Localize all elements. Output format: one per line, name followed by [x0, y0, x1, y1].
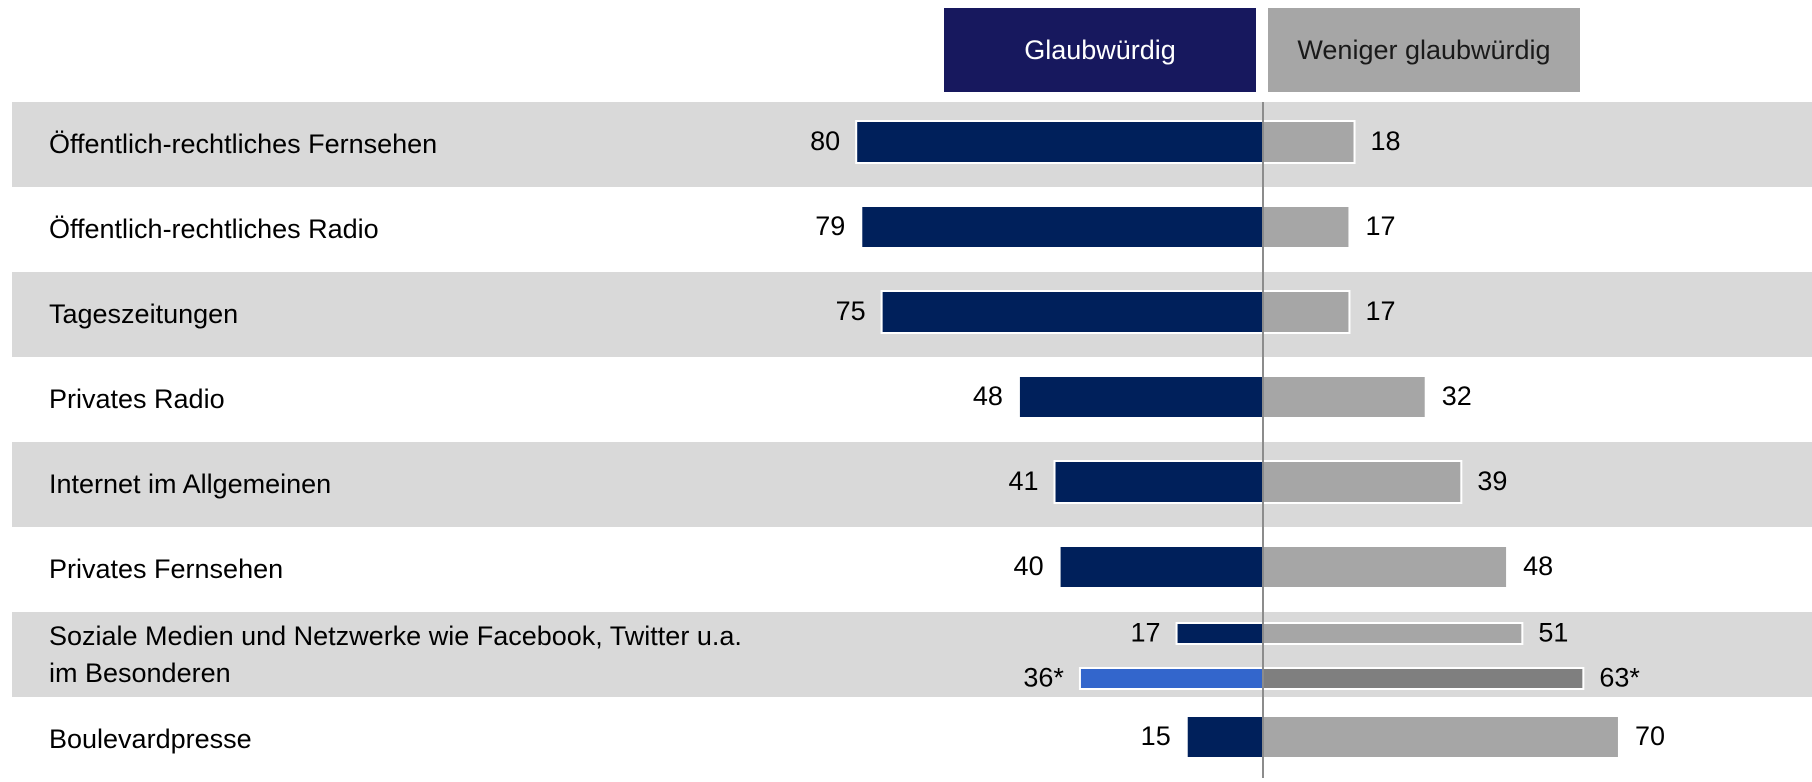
value-label: 32 — [1442, 381, 1472, 411]
value-label: 70 — [1635, 721, 1665, 751]
value-label: 18 — [1371, 126, 1401, 156]
value-label: 39 — [1477, 466, 1507, 496]
value-label: 48 — [973, 381, 1003, 411]
value-label: 41 — [1008, 466, 1038, 496]
bar — [855, 120, 1264, 164]
bar — [1262, 290, 1351, 334]
row-background — [12, 357, 1812, 442]
value-label: 17 — [1365, 211, 1395, 241]
bar — [860, 205, 1264, 249]
row-background — [12, 527, 1812, 612]
bar — [1078, 667, 1264, 690]
bar — [1262, 205, 1351, 249]
category-label: Privates Fernsehen — [49, 554, 284, 584]
category-label: Öffentlich-rechtliches Radio — [49, 214, 379, 244]
value-label: 51 — [1538, 618, 1568, 648]
bar — [1017, 375, 1264, 419]
bar — [1262, 545, 1509, 589]
category-label: Soziale Medien und Netzwerke wie Faceboo… — [49, 620, 742, 688]
category-label: Boulevardpresse — [49, 724, 252, 754]
value-label: 15 — [1141, 721, 1171, 751]
value-label: 40 — [1014, 551, 1044, 581]
category-label: Tageszeitungen — [49, 299, 239, 329]
bar — [1053, 460, 1265, 504]
bar — [1262, 715, 1620, 759]
bar — [1262, 460, 1463, 504]
category-label: Internet im Allgemeinen — [49, 469, 332, 499]
legend-header: Weniger glaubwürdig — [1268, 8, 1580, 92]
bar — [880, 290, 1264, 334]
value-label: 79 — [815, 211, 845, 241]
value-label: 17 — [1131, 618, 1161, 648]
legend-header: Glaubwürdig — [944, 8, 1256, 92]
value-label: 80 — [810, 126, 840, 156]
category-label: Öffentlich-rechtliches Fernsehen — [49, 129, 438, 159]
bar — [1262, 622, 1524, 645]
bar — [1262, 120, 1356, 164]
bar — [1175, 622, 1265, 645]
category-label: Privates Radio — [49, 384, 225, 414]
row-background — [12, 442, 1812, 527]
bar — [1058, 545, 1264, 589]
bar — [1262, 375, 1427, 419]
bar — [1262, 667, 1585, 690]
value-label: 36* — [1023, 663, 1064, 693]
value-label: 63* — [1599, 663, 1640, 693]
value-label: 17 — [1365, 296, 1395, 326]
value-label: 48 — [1523, 551, 1553, 581]
value-label: 75 — [836, 296, 866, 326]
bar — [1185, 715, 1264, 759]
